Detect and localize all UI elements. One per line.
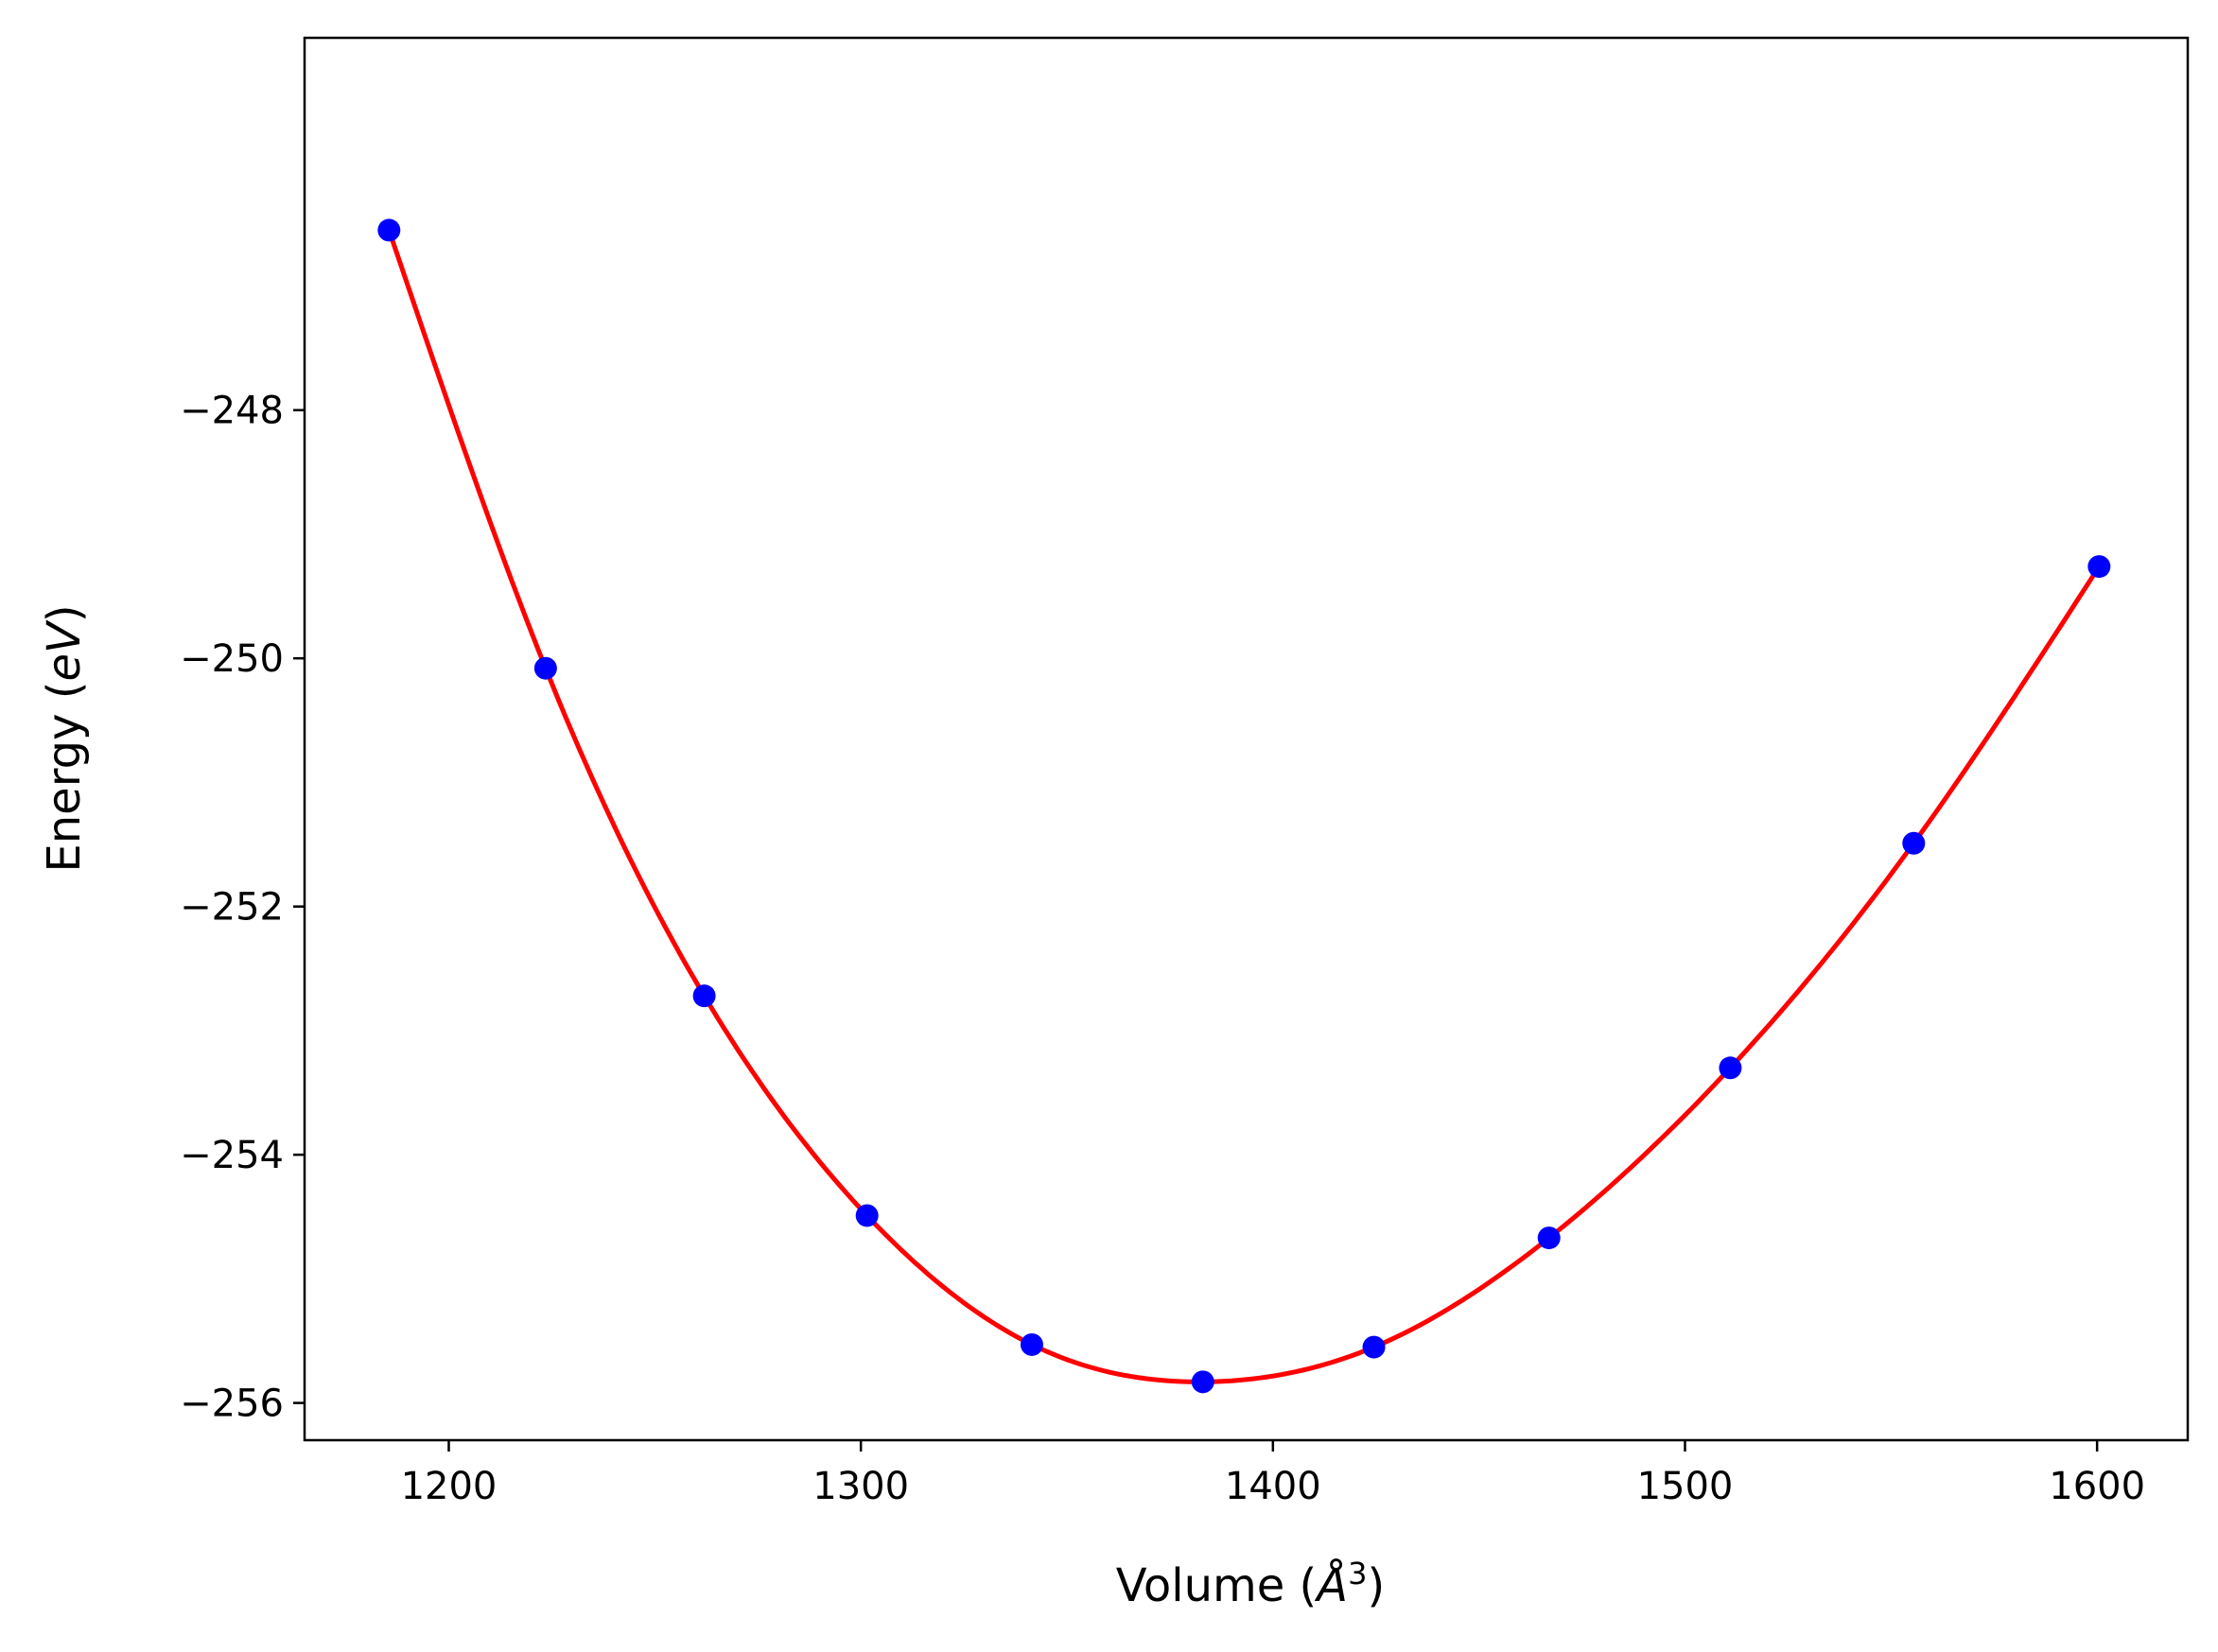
plot-frame	[303, 36, 2190, 1442]
x-axis-label-superscript: 3	[1348, 1556, 1367, 1591]
y-axis-label-main: Energy (	[38, 682, 91, 873]
y-axis-label: Energy (eV)	[38, 604, 91, 872]
y-axis-label-close: )	[38, 604, 91, 622]
data-point	[1020, 1332, 1043, 1356]
data-point	[377, 218, 401, 242]
x-tick-label: 1200	[401, 1465, 498, 1508]
data-points-layer	[377, 218, 2111, 1394]
data-point	[855, 1204, 879, 1227]
x-axis-label: Volume (Å3)	[1116, 1556, 1385, 1612]
data-point	[1191, 1370, 1214, 1394]
x-tick-label: 1300	[812, 1465, 909, 1508]
x-tick-label: 1500	[1637, 1465, 1734, 1508]
data-point	[533, 656, 557, 680]
x-axis-label-main: Volume (	[1116, 1559, 1318, 1612]
data-point	[1719, 1056, 1742, 1080]
x-axis-label-symbol: Å	[1314, 1558, 1348, 1612]
y-tick-label: −256	[180, 1382, 284, 1426]
data-point	[2087, 555, 2111, 579]
x-tick-label: 1400	[1225, 1465, 1321, 1508]
x-axis-label-close: )	[1367, 1559, 1385, 1612]
y-tick-label: −250	[180, 637, 284, 681]
x-tick-label: 1600	[2049, 1465, 2145, 1508]
data-point	[692, 984, 716, 1008]
y-tick-label: −248	[180, 390, 284, 433]
y-axis-label-symbol: eV	[38, 619, 91, 682]
y-axis-ticks: −248 −250 −252 −254 −256	[180, 390, 305, 1426]
x-axis-ticks: 1200 1300 1400 1500 1600	[401, 1440, 2145, 1508]
y-tick-label: −254	[180, 1134, 284, 1177]
data-point	[1537, 1226, 1561, 1250]
y-tick-label: −252	[180, 886, 284, 930]
data-point	[1362, 1335, 1386, 1359]
data-point	[1902, 831, 1926, 855]
